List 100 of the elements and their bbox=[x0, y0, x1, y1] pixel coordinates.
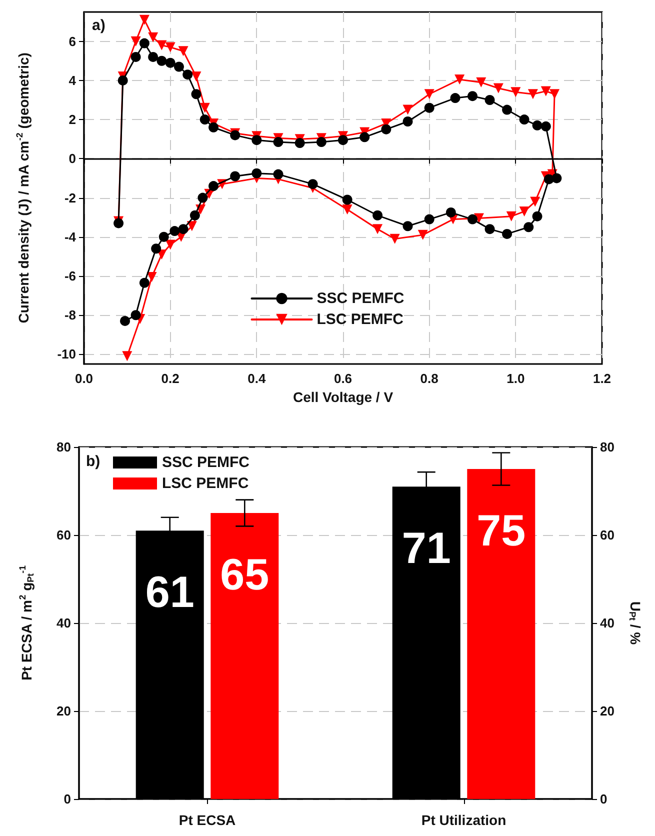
point bbox=[170, 226, 180, 236]
point bbox=[519, 114, 530, 125]
point bbox=[158, 232, 169, 242]
y-tick-label: 0 bbox=[68, 151, 76, 166]
x-tick-label: 1.0 bbox=[506, 371, 525, 386]
y-tick-label: -2 bbox=[64, 190, 76, 206]
point bbox=[273, 169, 284, 180]
point bbox=[308, 179, 318, 190]
point bbox=[502, 104, 512, 115]
point bbox=[372, 224, 383, 234]
point bbox=[139, 14, 150, 25]
x-tick-label: 0.8 bbox=[420, 371, 438, 386]
data-label: 71 bbox=[402, 524, 451, 574]
y-tick-label: 6 bbox=[68, 34, 76, 49]
point bbox=[208, 181, 218, 192]
point bbox=[200, 114, 210, 125]
point bbox=[468, 91, 478, 102]
point bbox=[186, 221, 197, 232]
y-tick-label: 2 bbox=[68, 112, 76, 128]
y-axis-title: Pt ECSA / m2 gPt-1 bbox=[18, 565, 36, 680]
y-tick-label: 80 bbox=[56, 440, 71, 454]
y-axis-title: Current density (J) / mA cm-2 (geometric) bbox=[14, 52, 32, 324]
y-tick-label: -8 bbox=[64, 308, 76, 323]
x-tick-label: 0.0 bbox=[74, 371, 94, 386]
point bbox=[191, 89, 202, 100]
y2-axis-title: UPt / % bbox=[628, 601, 644, 646]
x-tick-label: Pt ECSA bbox=[178, 812, 236, 828]
y2-tick-label: 0 bbox=[600, 792, 608, 806]
point bbox=[200, 102, 210, 113]
point bbox=[519, 206, 530, 216]
point bbox=[454, 74, 465, 84]
point bbox=[484, 95, 495, 105]
x-tick-label: 0.4 bbox=[248, 371, 266, 386]
point bbox=[273, 137, 284, 148]
point bbox=[178, 224, 188, 234]
y-tick-label: 60 bbox=[56, 528, 71, 542]
point bbox=[528, 89, 538, 100]
point bbox=[198, 192, 208, 203]
point bbox=[148, 52, 158, 62]
point bbox=[381, 124, 392, 134]
point bbox=[182, 70, 193, 80]
point bbox=[390, 234, 400, 244]
legend-label: SSC PEMFC bbox=[316, 290, 404, 307]
point bbox=[493, 83, 504, 94]
y2-tick-label: 20 bbox=[600, 704, 614, 718]
point bbox=[156, 56, 167, 66]
point bbox=[190, 210, 200, 220]
point bbox=[510, 87, 521, 98]
point bbox=[118, 75, 128, 86]
point bbox=[468, 214, 478, 224]
point bbox=[156, 40, 167, 50]
data-label: 75 bbox=[476, 506, 526, 556]
point bbox=[130, 36, 141, 46]
legend-label: LSC PEMFC bbox=[162, 475, 249, 492]
bar bbox=[210, 513, 279, 799]
point bbox=[532, 120, 542, 130]
point bbox=[316, 137, 326, 148]
point bbox=[540, 86, 551, 96]
point bbox=[208, 122, 218, 132]
y-tick-label: 40 bbox=[56, 616, 71, 630]
x-tick-label: 0.6 bbox=[334, 371, 352, 386]
point bbox=[122, 351, 132, 362]
point bbox=[446, 207, 456, 218]
point bbox=[532, 211, 542, 222]
point bbox=[402, 221, 413, 232]
y-tick-label: 20 bbox=[56, 704, 71, 718]
y-tick-label: 0 bbox=[64, 792, 71, 806]
point bbox=[424, 214, 434, 224]
point bbox=[402, 116, 413, 127]
point bbox=[252, 135, 262, 146]
point bbox=[294, 138, 305, 148]
point bbox=[540, 121, 551, 132]
point bbox=[130, 310, 141, 320]
y2-tick-label: 60 bbox=[600, 528, 614, 542]
point bbox=[148, 32, 158, 42]
bar bbox=[467, 469, 536, 799]
data-label: 61 bbox=[145, 568, 194, 618]
point bbox=[146, 272, 157, 282]
y2-tick-label: 80 bbox=[600, 440, 614, 454]
annotation: a) bbox=[92, 17, 106, 34]
point bbox=[544, 174, 554, 184]
point bbox=[530, 196, 540, 207]
point bbox=[338, 135, 348, 146]
point bbox=[178, 46, 188, 56]
point bbox=[130, 52, 141, 62]
point bbox=[502, 228, 512, 239]
y-tick-label: 4 bbox=[68, 72, 77, 88]
y-tick-label: -10 bbox=[57, 346, 76, 362]
point bbox=[418, 230, 428, 240]
point bbox=[524, 222, 534, 232]
point bbox=[342, 204, 352, 215]
y2-tick-label: 40 bbox=[600, 616, 614, 630]
point bbox=[120, 316, 130, 326]
point bbox=[484, 224, 495, 234]
point bbox=[165, 42, 176, 52]
x-tick-label: 1.2 bbox=[592, 371, 612, 386]
point bbox=[165, 240, 176, 250]
point bbox=[230, 171, 240, 182]
point bbox=[450, 93, 460, 104]
legend-label: LSC PEMFC bbox=[316, 311, 404, 328]
